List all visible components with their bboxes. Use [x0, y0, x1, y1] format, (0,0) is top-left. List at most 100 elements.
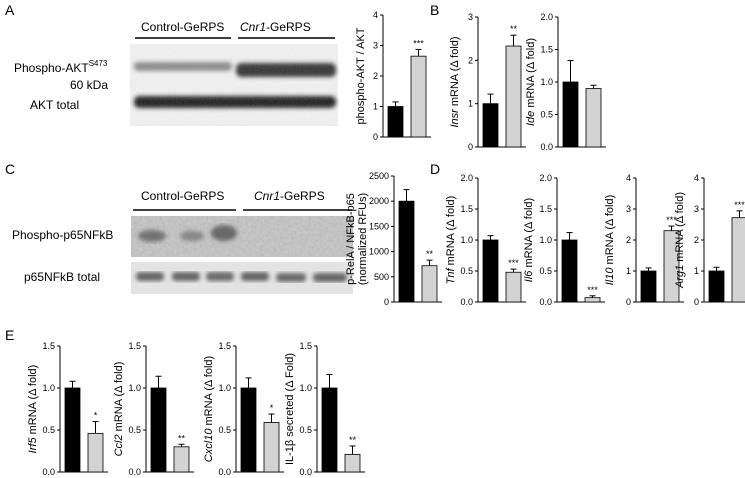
y-tick-label: 1.0 — [218, 383, 231, 393]
blot-a: Control-GeRPS Cnr1-GeRPS Phospho-AKTS473… — [14, 20, 338, 126]
blot-a-grain — [130, 44, 338, 126]
y-axis-label: Ccl2 mRNA (Δ fold) — [113, 362, 125, 457]
y-tick-label: 1.0 — [42, 383, 55, 393]
panel-letter-c: C — [5, 161, 15, 177]
y-tick-label: 0.5 — [42, 425, 55, 435]
blot-c-group-cnr1: Cnr1-GeRPS — [254, 189, 325, 203]
y-tick-label: 2.0 — [540, 12, 553, 22]
y-tick-label: 0.0 — [539, 297, 552, 307]
y-tick-label: 0.5 — [460, 266, 473, 276]
y-tick-label: 0 — [384, 297, 389, 307]
chart-e4: 0.0 0.5 1.0 1.5 ** IL-1β secreted (Δ Fold) — [284, 341, 365, 477]
blot-a-group-control: Control-GeRPS — [141, 20, 224, 34]
y-tick-label: 1.0 — [540, 77, 553, 87]
y-axis-label: Il6 mRNA (Δ fold) — [523, 198, 535, 282]
y-tick-label: 4 — [373, 10, 378, 20]
y-tick-label: 0.5 — [128, 425, 141, 435]
y-tick-label: 2.0 — [460, 173, 473, 183]
y-tick-label: 1.5 — [299, 341, 312, 351]
y-tick-label: 0 — [694, 297, 699, 307]
chart-e2: 0.0 0.5 1.0 1.5 ** Ccl2 mRNA (Δ fold) — [113, 341, 194, 477]
y-tick-label: 0.5 — [539, 266, 552, 276]
y-tick-label: 2 — [373, 71, 378, 81]
y-tick-label: 3 — [373, 41, 378, 51]
y-axis-label: p-RelA / NFkB-p65 — [345, 193, 357, 285]
y-tick-label: 1000 — [369, 247, 389, 257]
bar — [561, 239, 578, 303]
y-tick-label: 0.5 — [218, 425, 231, 435]
bar — [505, 271, 522, 303]
bar — [64, 387, 81, 473]
significance-label: ** — [510, 24, 518, 34]
chart-b1: 0 1 2 3 ** Insr mRNA (Δ fold) — [449, 12, 526, 152]
y-tick-label: 2 — [468, 55, 473, 65]
y-tick-label: 0 — [373, 132, 378, 142]
y-tick-label: 1 — [373, 102, 378, 112]
blot-c-phospho-grain — [131, 216, 353, 257]
y-tick-label: 1 — [694, 266, 699, 276]
blot-c-group-control: Control-GeRPS — [141, 189, 224, 203]
chart-d4: 0 1 2 3 4 *** Arg1 mRNA (Δ fold) — [674, 173, 745, 307]
y-tick-label: 2 — [626, 235, 631, 245]
y-tick-label: 1.0 — [539, 235, 552, 245]
bar — [585, 88, 602, 148]
y-tick-label: 0 — [468, 142, 473, 152]
bar — [505, 45, 522, 148]
bar — [482, 103, 499, 148]
bar — [708, 270, 725, 303]
bar — [387, 106, 404, 138]
y-tick-label: 1 — [626, 266, 631, 276]
y-tick-label: 0.0 — [42, 467, 55, 477]
y-tick-label: 0.0 — [128, 467, 141, 477]
y-tick-label: 1.0 — [128, 383, 141, 393]
y-tick-label: 1.5 — [128, 341, 141, 351]
y-tick-label: 1 — [468, 99, 473, 109]
y-tick-label: 0.0 — [540, 142, 553, 152]
chart-d2: 0.0 0.5 1.0 1.5 2.0 *** Il6 mRNA (Δ fold) — [523, 173, 605, 307]
chart-a1: 0 1 2 3 4 *** phospho-AKT / AKT — [355, 10, 431, 142]
y-tick-label: 500 — [374, 272, 389, 282]
y-tick-label: 1.0 — [299, 383, 312, 393]
bar — [421, 265, 438, 303]
y-tick-label: 1.5 — [42, 341, 55, 351]
bar — [410, 55, 427, 138]
y-axis-label: phospho-AKT / AKT — [355, 27, 367, 124]
y-axis-label: Il10 mRNA (Δ fold) — [604, 195, 616, 286]
y-tick-label: 2 — [694, 235, 699, 245]
y-axis-label-2: (normalized RFUs) — [357, 193, 369, 285]
bar — [482, 239, 499, 303]
chart-b2: 0.0 0.5 1.0 1.5 2.0 Ide mRNA (Δ fold) — [525, 12, 606, 152]
y-tick-label: 3 — [694, 204, 699, 214]
significance-label: * — [94, 411, 98, 421]
bar — [731, 217, 745, 303]
bar — [173, 446, 190, 473]
y-tick-label: 0.0 — [218, 467, 231, 477]
y-tick-label: 1.0 — [460, 235, 473, 245]
significance-label: *** — [666, 215, 677, 225]
y-tick-label: 2500 — [369, 171, 389, 181]
y-axis-label: Irf5 mRNA (Δ fold) — [27, 365, 39, 454]
significance-label: * — [270, 403, 274, 413]
blot-c: Control-GeRPS Cnr1-GeRPS Phospho-p65NFkB… — [12, 189, 353, 294]
bar — [321, 387, 338, 473]
bar — [87, 432, 104, 473]
y-tick-label: 1.5 — [218, 341, 231, 351]
blot-a-row-kda-label: 60 kDa — [70, 78, 108, 92]
bar — [240, 387, 257, 473]
significance-label: *** — [734, 200, 745, 210]
y-tick-label: 1.5 — [540, 45, 553, 55]
y-tick-label: 4 — [626, 173, 631, 183]
y-tick-label: 4 — [694, 173, 699, 183]
y-tick-label: 0.5 — [540, 110, 553, 120]
y-tick-label: 0.0 — [460, 297, 473, 307]
blot-c-phospho-bands — [138, 225, 237, 242]
significance-label: ** — [178, 433, 186, 443]
blot-a-row-total-label: AKT total — [30, 98, 79, 112]
y-tick-label: 0 — [626, 297, 631, 307]
y-tick-label: 1.5 — [460, 204, 473, 214]
y-axis-label: Insr mRNA (Δ fold) — [449, 36, 461, 127]
y-axis-label: Cxcl10 mRNA (Δ fold) — [203, 356, 215, 462]
significance-label: *** — [508, 258, 519, 268]
